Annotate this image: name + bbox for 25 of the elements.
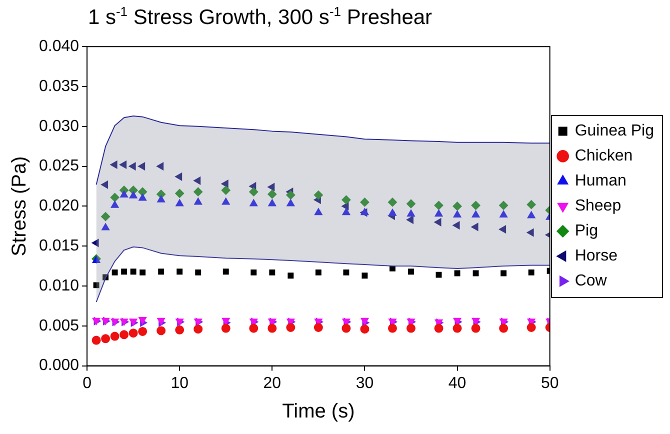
x-tick-label: 30 bbox=[356, 374, 374, 392]
x-tick-label: 10 bbox=[170, 374, 189, 392]
legend-label: Cow bbox=[574, 272, 608, 290]
chart-title: 1 s$^{-1}$ Stress Growth, 300 s$^{-1}$ Preshear bbox=[86, 4, 434, 30]
legend-label: Sheep bbox=[574, 198, 622, 215]
y-axis-title: Stress (Pa) bbox=[8, 156, 31, 256]
y-tick-label: 0.000 bbox=[38, 357, 80, 374]
y-tick-label: 0.030 bbox=[38, 118, 80, 135]
legend-label: Human bbox=[574, 172, 626, 190]
y-tick-label: 0.015 bbox=[38, 238, 80, 255]
y-tick-label: 0.040 bbox=[38, 38, 80, 56]
x-tick-label: 0 bbox=[82, 374, 92, 392]
y-tick-label: 0.005 bbox=[38, 317, 80, 334]
y-tick-label: 0.035 bbox=[38, 78, 80, 95]
legend-label: Chicken bbox=[574, 148, 633, 165]
y-tick-label: 0.010 bbox=[38, 277, 80, 294]
legend-label: Horse bbox=[574, 248, 618, 265]
legend-label: Pig bbox=[574, 222, 598, 240]
x-tick-label: 40 bbox=[448, 374, 466, 392]
x-axis-title: Time (s) bbox=[282, 400, 355, 423]
y-tick-label: 0.020 bbox=[38, 198, 80, 215]
y-tick-label: 0.025 bbox=[38, 158, 80, 175]
legend-label: Guinea Pig bbox=[574, 122, 654, 140]
x-tick-label: 50 bbox=[540, 374, 559, 392]
x-tick-label: 20 bbox=[263, 374, 282, 392]
